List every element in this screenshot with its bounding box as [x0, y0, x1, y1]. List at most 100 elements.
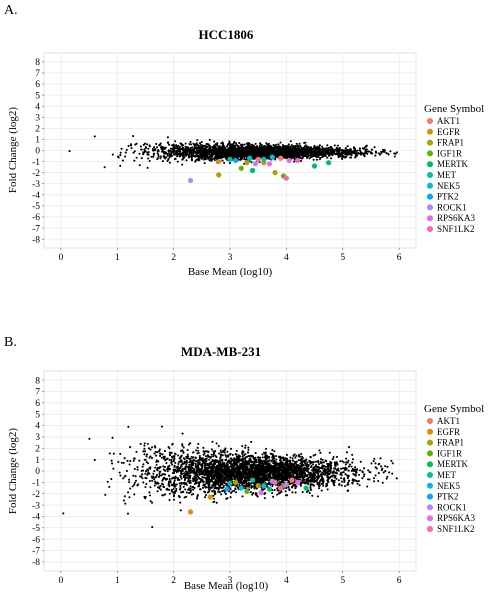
gene-point-igf1r — [238, 165, 244, 171]
data-point — [227, 155, 230, 158]
data-point — [160, 146, 163, 149]
data-point — [314, 150, 318, 153]
data-point — [188, 151, 191, 154]
legend-item-egfr: EGFR — [427, 127, 460, 137]
data-point — [189, 143, 193, 146]
data-point — [143, 148, 146, 151]
y-tick-label: -2 — [32, 169, 40, 179]
data-point — [379, 153, 382, 156]
data-point — [203, 154, 207, 157]
data-point — [310, 488, 313, 492]
data-point — [258, 142, 262, 145]
data-point — [374, 150, 377, 153]
gene-point-frap1 — [272, 170, 278, 176]
data-point — [235, 156, 238, 159]
data-point — [118, 471, 121, 474]
data-point — [344, 485, 347, 488]
data-point — [390, 459, 393, 462]
data-point — [203, 149, 206, 152]
legend-item-nek5: NEK5 — [427, 181, 460, 191]
data-point — [357, 473, 361, 476]
data-point — [194, 146, 197, 149]
data-point — [213, 157, 216, 160]
y-tick-label: 5 — [35, 91, 40, 101]
data-point — [340, 153, 343, 156]
data-point — [340, 471, 343, 474]
data-point — [243, 147, 246, 150]
data-point — [166, 470, 169, 473]
legend-item-akt1: AKT1 — [427, 116, 460, 126]
data-point — [221, 145, 224, 148]
data-point — [265, 142, 268, 145]
data-point — [289, 154, 292, 158]
data-point — [225, 152, 228, 155]
data-point — [154, 149, 157, 152]
data-point — [112, 452, 115, 455]
gene-point-frap1 — [216, 172, 222, 178]
data-point — [154, 466, 157, 469]
data-point — [311, 151, 314, 154]
data-point — [267, 157, 270, 160]
data-point — [153, 484, 156, 487]
data-point — [206, 155, 209, 158]
data-point — [171, 442, 174, 445]
gene-point-rps6ka3 — [286, 157, 292, 164]
data-point — [366, 485, 369, 488]
data-point — [181, 157, 184, 161]
data-point — [243, 143, 246, 146]
data-point — [156, 158, 159, 161]
data-point — [253, 487, 256, 490]
data-point — [168, 451, 171, 454]
data-point — [381, 481, 384, 484]
data-point — [172, 151, 175, 154]
data-point — [122, 499, 125, 502]
data-point — [337, 155, 340, 158]
data-point — [192, 142, 195, 145]
data-point — [370, 148, 373, 151]
data-point — [166, 141, 170, 144]
data-point — [194, 462, 197, 465]
data-point — [329, 460, 332, 464]
data-point — [135, 156, 138, 159]
data-point — [367, 469, 370, 472]
data-point — [361, 147, 364, 150]
data-point — [182, 151, 185, 154]
legend-label: MERTK — [437, 159, 468, 169]
data-point — [189, 485, 192, 488]
data-point — [340, 484, 343, 487]
data-point — [128, 481, 131, 484]
data-point — [166, 136, 169, 139]
data-point — [185, 154, 188, 157]
data-point — [151, 477, 154, 480]
data-point — [281, 461, 284, 464]
data-point — [358, 149, 361, 152]
data-point — [198, 148, 201, 151]
gene-point-snf1lk2 — [283, 175, 289, 181]
y-tick-label: -4 — [32, 191, 40, 201]
y-tick-label: 8 — [35, 58, 40, 68]
data-point — [205, 450, 208, 453]
data-point — [335, 148, 338, 151]
data-point — [264, 148, 267, 152]
data-point — [294, 487, 297, 490]
data-point — [262, 153, 265, 156]
data-point — [297, 146, 300, 149]
data-point — [185, 148, 188, 151]
data-point — [216, 143, 219, 146]
data-point — [196, 139, 199, 142]
data-point — [177, 150, 180, 153]
data-point — [180, 459, 183, 462]
data-point — [296, 150, 299, 153]
data-point — [139, 145, 142, 148]
data-point — [281, 147, 284, 150]
data-point — [153, 470, 156, 473]
data-point — [285, 494, 289, 497]
data-point — [277, 145, 280, 148]
legend-swatch — [427, 150, 433, 157]
data-point — [232, 156, 235, 159]
data-point — [245, 476, 248, 480]
data-point — [146, 166, 149, 169]
data-point — [241, 445, 244, 448]
data-point — [237, 146, 240, 149]
